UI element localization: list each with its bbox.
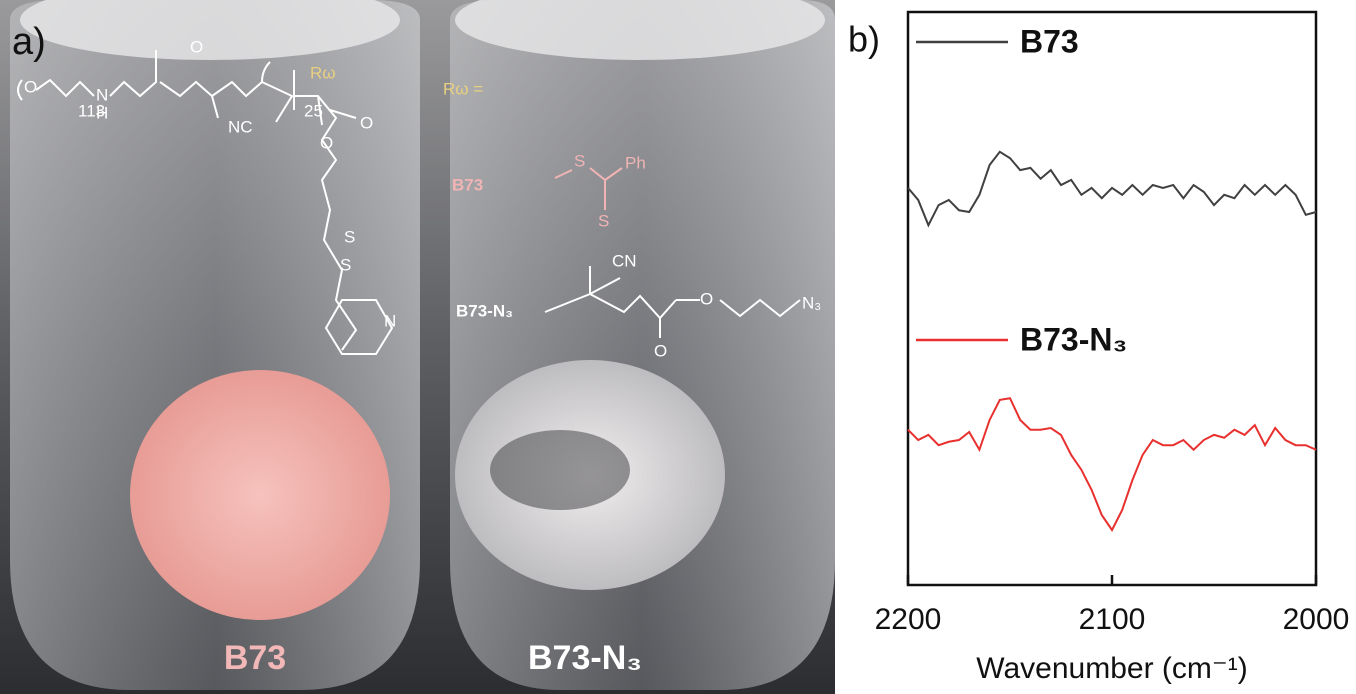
vial-label: B73-N₃ [528,639,642,677]
subscript: 113 [78,101,105,120]
series-line [908,152,1316,225]
legend-label: B73-N₃ [1020,321,1127,357]
atom: S [344,227,355,246]
subscript: 25 [304,101,323,120]
atom: O [700,289,713,308]
r-group-name: B73 [452,175,483,194]
x-axis-label: Wavenumber (cm⁻¹) [976,652,1247,685]
r-omega: Rω [310,63,336,82]
atom: S [598,211,609,230]
atom: Ph [625,153,646,172]
r-group-label: Rω = [443,79,483,98]
figure: a) O N H 113 O NC O 25 Rω O S S N Rω = B… [0,0,1356,694]
panel-label: a) [12,21,46,63]
photo [0,0,835,694]
atom: S [574,151,585,170]
panel-label: b) [848,19,880,60]
vial-label: B73 [224,639,286,677]
series-line [908,398,1316,530]
r-group-name: B73-N₃ [456,301,513,320]
atom: CN [612,251,637,270]
atom: O [190,37,203,56]
atom: O [360,113,373,132]
atom: O [654,341,667,360]
atom: NC [228,117,253,136]
x-tick-label: 2200 [875,603,942,636]
legend-label: B73 [1020,23,1079,59]
atom: N [384,311,396,330]
x-tick-label: 2000 [1283,603,1350,636]
atom: N₃ [802,293,821,312]
x-tick-label: 2100 [1079,603,1146,636]
plot-frame [908,12,1316,585]
atom: O [24,77,37,96]
atom: O [320,133,333,152]
atom: S [340,255,351,274]
